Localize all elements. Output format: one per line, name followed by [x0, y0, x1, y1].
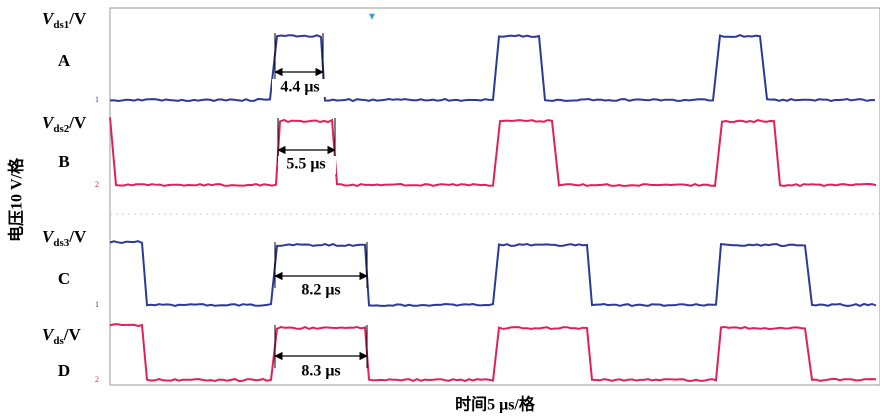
- oscilloscope-figure: 电压10 V/格 时间5 μs/格 ▼ 1 Vds1/V A 4.4 μs 2 Vds2/…: [0, 0, 880, 419]
- signal-subscript: ds1: [53, 19, 69, 31]
- channel-label: A: [58, 51, 71, 70]
- trigger-marker: ▼: [367, 11, 377, 22]
- x-axis-label: 时间5 μs/格: [455, 395, 536, 414]
- signal-name: Vds2/V: [42, 113, 87, 135]
- waveform: [110, 35, 875, 101]
- channel-label: C: [58, 269, 70, 288]
- signal-unit: /V: [68, 113, 87, 132]
- signal-name: Vds3/V: [42, 227, 87, 249]
- waveform: [110, 241, 876, 306]
- channel-marker: 2: [95, 375, 99, 384]
- waveform: [110, 117, 876, 186]
- signal-name: Vds/V: [42, 325, 81, 347]
- signal-unit: /V: [68, 9, 87, 28]
- waveform: [110, 324, 876, 381]
- y-axis-label: 电压10 V/格: [7, 157, 26, 242]
- measurement: 5.5 μs: [286, 156, 325, 173]
- channel-label: B: [58, 152, 69, 171]
- signal-name: Vds1/V: [42, 9, 87, 31]
- channel-marker: 1: [95, 95, 99, 104]
- channel-label: D: [58, 361, 70, 380]
- channel-marker: 1: [95, 300, 99, 309]
- signal-unit: /V: [63, 325, 82, 344]
- signal-subscript: ds3: [53, 237, 69, 249]
- signal-unit: /V: [68, 227, 87, 246]
- measurement: 8.2 μs: [301, 282, 340, 299]
- signal-subscript: ds2: [53, 123, 69, 135]
- channel-marker: 2: [95, 180, 99, 189]
- measurement: 4.4 μs: [280, 79, 319, 96]
- measurement: 8.3 μs: [301, 363, 340, 380]
